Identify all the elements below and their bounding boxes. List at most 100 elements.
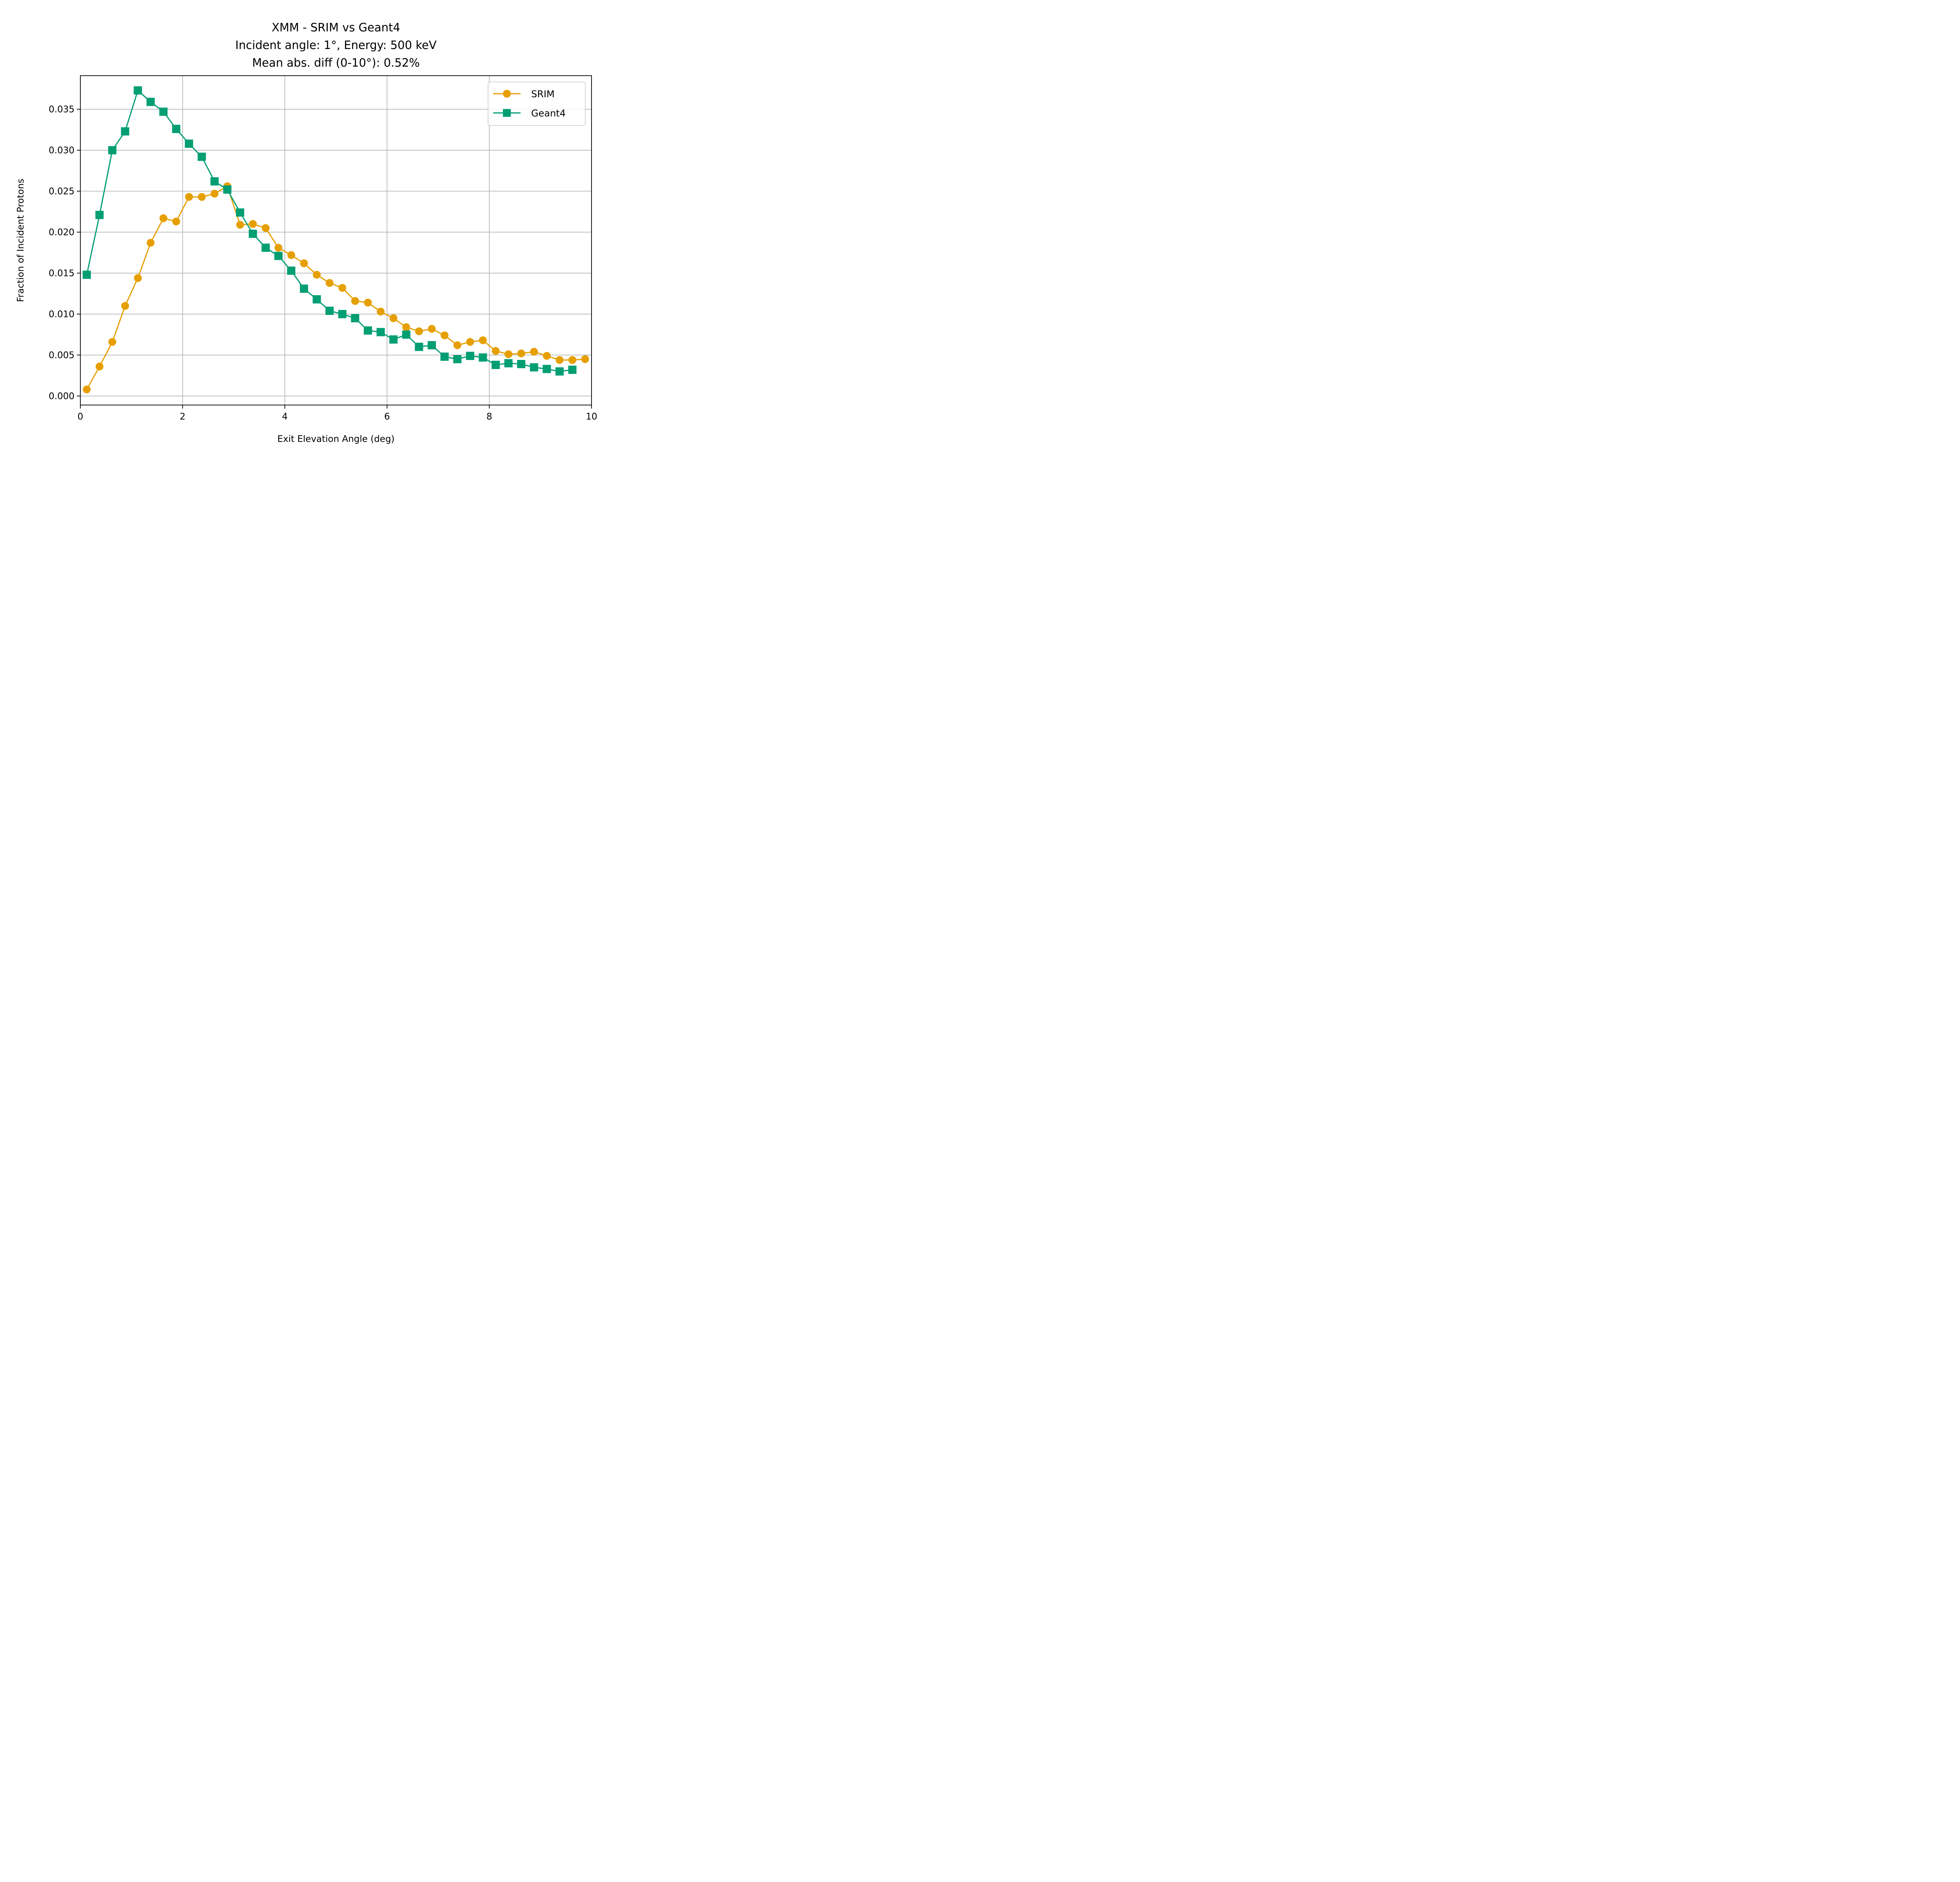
data-point-srim <box>313 271 321 279</box>
data-point-srim <box>555 356 564 364</box>
chart-title: XMM - SRIM vs Geant4 Incident angle: 1°,… <box>235 21 437 69</box>
y-tick-label: 0.030 <box>49 145 74 156</box>
data-point-srim <box>211 189 219 198</box>
data-point-geant4 <box>236 208 244 217</box>
data-point-srim <box>185 193 193 201</box>
series-geant4 <box>82 86 577 376</box>
data-point-srim <box>108 338 116 346</box>
title-line-3: Mean abs. diff (0-10°): 0.52% <box>252 56 420 69</box>
x-tick-label: 8 <box>486 412 492 422</box>
x-axis-label: Exit Elevation Angle (deg) <box>277 434 394 444</box>
y-tick-label: 0.015 <box>49 269 74 279</box>
data-point-geant4 <box>210 177 219 186</box>
data-point-geant4 <box>287 266 296 275</box>
y-tick-label: 0.025 <box>49 187 74 197</box>
data-point-srim <box>466 338 474 346</box>
data-point-geant4 <box>300 284 308 293</box>
legend-marker-geant4 <box>503 109 511 117</box>
data-point-geant4 <box>415 343 423 351</box>
data-point-geant4 <box>402 330 410 339</box>
data-point-geant4 <box>479 353 487 362</box>
y-tick-label: 0.010 <box>49 309 74 320</box>
data-point-srim <box>198 193 206 201</box>
y-tick-label: 0.020 <box>49 227 74 238</box>
data-point-geant4 <box>159 107 168 116</box>
data-point-srim <box>95 362 103 371</box>
data-point-geant4 <box>504 359 513 367</box>
data-point-geant4 <box>249 229 257 238</box>
x-tick-label: 10 <box>586 412 597 422</box>
data-point-geant4 <box>274 252 283 260</box>
data-point-srim <box>147 239 155 247</box>
data-point-geant4 <box>338 310 347 318</box>
data-point-srim <box>389 314 397 322</box>
data-point-geant4 <box>428 341 436 349</box>
data-point-srim <box>377 307 385 316</box>
data-point-srim <box>287 251 295 259</box>
data-point-srim <box>83 385 91 394</box>
data-point-geant4 <box>172 125 180 133</box>
data-point-srim <box>415 327 423 335</box>
data-point-srim <box>261 224 270 232</box>
data-point-geant4 <box>453 355 462 363</box>
data-point-srim <box>274 243 283 252</box>
data-point-srim <box>505 350 513 358</box>
x-tick-label: 6 <box>384 412 390 422</box>
data-point-srim <box>492 347 500 355</box>
data-point-geant4 <box>185 139 193 148</box>
data-point-geant4 <box>198 153 206 161</box>
data-point-srim <box>517 349 525 358</box>
data-point-srim <box>479 336 487 344</box>
chart: XMM - SRIM vs Geant4 Incident angle: 1°,… <box>0 0 608 456</box>
data-point-geant4 <box>543 365 551 373</box>
data-point-geant4 <box>492 361 500 369</box>
legend-label-srim: SRIM <box>531 89 555 100</box>
x-tick-label: 4 <box>282 412 288 422</box>
y-tick-label: 0.035 <box>49 105 74 115</box>
data-point-srim <box>351 297 359 305</box>
data-point-geant4 <box>95 211 104 219</box>
data-point-srim <box>453 341 461 349</box>
data-point-geant4 <box>325 307 334 315</box>
data-point-geant4 <box>376 328 385 336</box>
data-point-srim <box>543 352 551 360</box>
data-point-geant4 <box>146 98 155 106</box>
legend-label-geant4: Geant4 <box>531 108 566 119</box>
data-point-geant4 <box>555 367 564 376</box>
x-tick-label: 2 <box>180 412 185 422</box>
data-point-geant4 <box>312 295 321 303</box>
y-axis-label: Fraction of Incident Protons <box>16 179 26 302</box>
data-point-geant4 <box>223 185 232 194</box>
x-tick-label: 0 <box>78 412 83 422</box>
data-point-geant4 <box>389 335 398 344</box>
y-tick-label: 0.000 <box>49 391 74 401</box>
data-point-srim <box>134 274 142 282</box>
data-point-srim <box>249 220 257 228</box>
series-srim <box>83 182 589 394</box>
data-point-geant4 <box>466 352 474 360</box>
data-point-geant4 <box>134 86 142 95</box>
data-point-srim <box>428 325 436 333</box>
data-point-srim <box>121 302 129 310</box>
data-point-geant4 <box>530 363 538 372</box>
data-point-srim <box>441 331 449 340</box>
data-point-geant4 <box>364 326 372 335</box>
data-point-geant4 <box>568 365 577 374</box>
data-point-geant4 <box>82 271 91 279</box>
data-point-srim <box>159 214 167 222</box>
y-tick-label: 0.005 <box>49 351 74 361</box>
series-line-srim <box>86 185 585 390</box>
data-point-srim <box>402 323 410 331</box>
data-point-srim <box>568 356 577 364</box>
plot-area <box>80 76 592 405</box>
data-point-srim <box>530 348 538 356</box>
data-point-geant4 <box>517 360 526 369</box>
data-point-geant4 <box>440 352 449 361</box>
data-point-geant4 <box>108 146 116 154</box>
data-point-srim <box>364 298 372 307</box>
data-point-srim <box>236 221 244 229</box>
data-point-srim <box>338 284 347 292</box>
data-point-geant4 <box>261 243 270 252</box>
legend: SRIM Geant4 <box>488 82 586 126</box>
data-point-geant4 <box>121 127 129 136</box>
